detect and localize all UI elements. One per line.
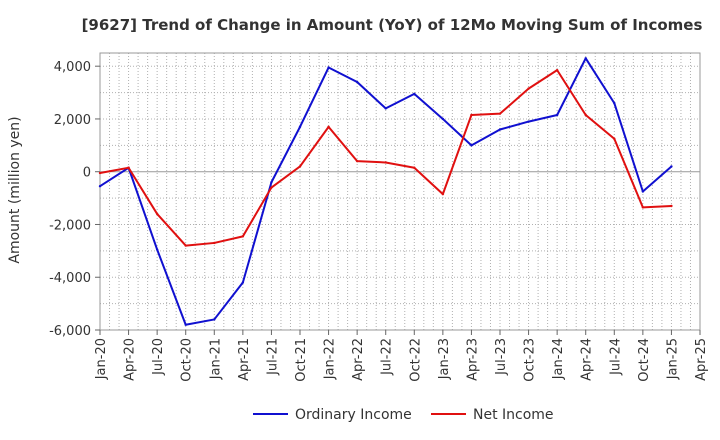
chart-title: [9627] Trend of Change in Amount (YoY) o…	[82, 16, 703, 34]
data-point-ordinary-income	[155, 248, 159, 251]
legend-label-ordinary-income: Ordinary Income	[295, 407, 412, 423]
data-point-net-income	[98, 171, 102, 175]
x-tick-label: Jan-24	[551, 338, 566, 380]
data-point-ordinary-income	[413, 92, 416, 96]
data-point-net-income	[327, 125, 330, 129]
data-point-net-income	[613, 137, 616, 140]
x-axis-ticks: Jan-20 Apr-20 Jul-20 Oct-20 Jan-21 Apr-21 Jul-…	[94, 330, 709, 382]
x-tick-label: Jul-20	[151, 338, 166, 376]
data-point-net-income	[670, 204, 673, 208]
x-tick-label: Oct-24	[637, 338, 652, 382]
data-point-net-income	[298, 165, 302, 168]
y-tick-label: -2,000	[49, 218, 91, 233]
data-point-ordinary-income	[327, 66, 330, 69]
x-tick-label: Oct-21	[294, 338, 309, 382]
x-tick-label: Apr-20	[123, 338, 138, 381]
data-point-net-income	[270, 186, 273, 189]
x-tick-label: Jan-23	[437, 338, 452, 380]
y-axis-label: Amount (million yen)	[7, 116, 23, 263]
grid	[100, 53, 700, 330]
data-point-ordinary-income	[641, 190, 645, 193]
data-point-net-income	[241, 235, 245, 238]
x-tick-label: Jan-21	[208, 338, 223, 380]
y-tick-label: -6,000	[49, 324, 91, 339]
data-point-net-income	[527, 87, 530, 90]
data-point-ordinary-income	[613, 101, 616, 105]
data-point-net-income	[584, 113, 587, 117]
data-point-net-income	[470, 113, 473, 117]
x-tick-label: Jul-24	[608, 338, 623, 376]
data-point-ordinary-income	[498, 128, 502, 131]
x-tick-label: Oct-23	[523, 338, 538, 382]
x-tick-label: Apr-25	[694, 338, 709, 381]
data-point-ordinary-income	[213, 318, 216, 321]
data-point-ordinary-income	[527, 120, 530, 123]
series-line-net-income	[99, 69, 672, 247]
data-point-net-income	[384, 161, 387, 164]
legend-label-net-income: Net Income	[473, 407, 554, 423]
y-tick-label: -4,000	[49, 271, 91, 286]
data-point-net-income	[213, 241, 216, 245]
data-point-ordinary-income	[555, 113, 559, 117]
x-tick-label: Apr-23	[465, 338, 480, 381]
data-point-ordinary-income	[270, 181, 273, 184]
data-point-net-income	[127, 166, 130, 169]
data-point-ordinary-income	[298, 125, 302, 129]
y-axis-ticks: -6,000 -4,000 -2,000 0 2,000 4,000	[49, 60, 100, 339]
data-point-ordinary-income	[670, 165, 673, 168]
x-tick-label: Oct-22	[408, 338, 423, 382]
x-tick-label: Apr-22	[351, 338, 366, 381]
data-point-ordinary-income	[184, 323, 187, 326]
data-point-net-income	[498, 112, 502, 115]
data-point-net-income	[441, 192, 445, 196]
x-tick-label: Apr-24	[580, 338, 595, 381]
x-tick-label: Jan-25	[665, 338, 680, 380]
data-point-ordinary-income	[470, 144, 473, 147]
data-point-net-income	[155, 212, 159, 216]
x-tick-label: Jul-22	[380, 338, 395, 376]
data-point-net-income	[184, 244, 187, 247]
data-point-net-income	[555, 68, 559, 72]
data-point-net-income	[355, 159, 359, 163]
data-point-net-income	[641, 206, 645, 209]
x-tick-label: Jul-21	[265, 338, 280, 376]
legend: Ordinary Income Net Income	[253, 407, 554, 423]
plot-area	[99, 52, 701, 331]
data-point-ordinary-income	[441, 117, 445, 121]
x-tick-label: Jan-20	[94, 338, 109, 380]
data-point-ordinary-income	[584, 57, 587, 60]
data-point-ordinary-income	[355, 80, 359, 84]
y-tick-label: 0	[83, 166, 91, 181]
y-tick-label: 4,000	[54, 60, 91, 75]
x-tick-label: Apr-21	[237, 338, 252, 381]
x-tick-label: Jan-22	[323, 338, 338, 380]
data-point-net-income	[413, 166, 416, 169]
series-lines	[98, 57, 673, 326]
data-point-ordinary-income	[98, 185, 102, 188]
data-point-ordinary-income	[241, 281, 245, 284]
x-tick-label: Jul-23	[494, 338, 509, 376]
data-point-ordinary-income	[384, 107, 387, 110]
y-tick-label: 2,000	[54, 113, 91, 128]
x-tick-label: Oct-20	[180, 338, 195, 382]
